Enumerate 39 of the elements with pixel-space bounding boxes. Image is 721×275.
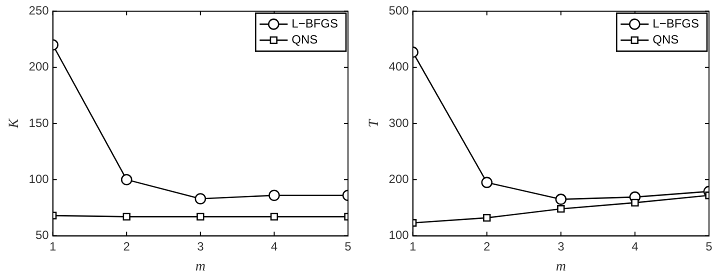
x-tick-label: 3 xyxy=(558,239,565,254)
x-tick-label: 4 xyxy=(632,239,639,254)
y-tick-label: 200 xyxy=(388,172,410,186)
y-tick-label: 200 xyxy=(28,60,50,74)
x-axis-title: m xyxy=(556,259,566,274)
x-axis-title: m xyxy=(195,259,206,274)
point xyxy=(483,214,491,222)
y-tick-label: 150 xyxy=(28,116,50,130)
y-tick-label: 300 xyxy=(388,116,410,130)
y-tick-label: 250 xyxy=(28,4,50,18)
point xyxy=(122,212,130,221)
point xyxy=(270,212,278,221)
x-tick-label: 4 xyxy=(270,239,278,254)
legend-label: L−BFGS xyxy=(652,16,700,31)
legend-label: QNS xyxy=(292,32,318,47)
point xyxy=(557,205,565,213)
y-tick-label: 500 xyxy=(388,4,410,18)
point xyxy=(268,190,280,202)
y-tick-label: 400 xyxy=(388,60,410,74)
point xyxy=(555,194,567,205)
point xyxy=(631,198,639,207)
y-axis-title: K xyxy=(7,118,22,130)
point xyxy=(196,212,204,221)
point xyxy=(194,193,206,204)
x-tick-label: 2 xyxy=(484,239,491,254)
x-tick-label: 1 xyxy=(409,239,416,254)
x-tick-label: 2 xyxy=(123,239,130,254)
x-tick-label: 5 xyxy=(706,239,713,254)
y-axis-title: T xyxy=(367,118,382,128)
y-tick-label: 50 xyxy=(35,228,50,242)
x-tick-label: 1 xyxy=(49,239,56,254)
point xyxy=(481,176,493,188)
y-tick-label: 100 xyxy=(388,228,410,242)
x-tick-label: 3 xyxy=(197,239,204,254)
point xyxy=(120,174,132,186)
legend-label: QNS xyxy=(652,32,679,47)
legend-label: L−BFGS xyxy=(292,16,338,31)
x-tick-label: 5 xyxy=(344,239,352,254)
y-tick-label: 100 xyxy=(28,172,50,186)
